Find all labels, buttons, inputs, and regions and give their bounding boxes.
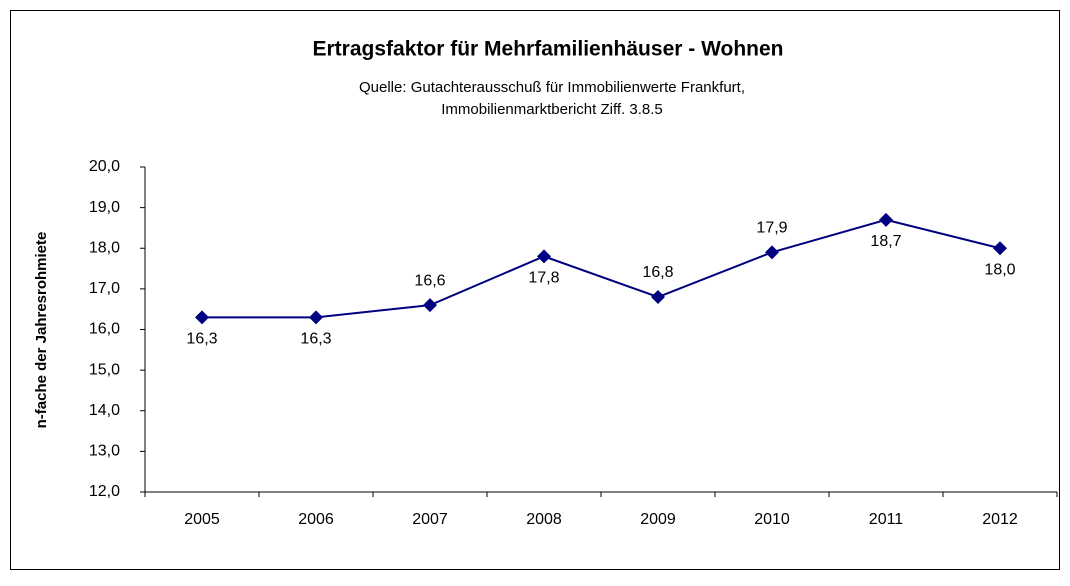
y-tick-label: 18,0: [89, 239, 120, 256]
data-label: 18,0: [984, 261, 1015, 278]
data-point: [879, 212, 893, 227]
x-tick-label: 2012: [982, 511, 1018, 528]
data-label: 18,7: [870, 233, 901, 250]
chart-title: Ertragsfaktor für Mehrfamilienhäuser - W…: [312, 38, 783, 61]
data-label: 16,3: [186, 331, 217, 348]
data-point: [537, 249, 551, 264]
y-tick-label: 19,0: [89, 199, 120, 216]
x-tick-label: 2010: [754, 511, 790, 528]
x-tick-label: 2007: [412, 511, 448, 528]
data-label: 17,9: [756, 220, 787, 237]
data-label: 16,6: [414, 272, 445, 289]
data-point: [423, 298, 437, 313]
x-tick-label: 2005: [184, 511, 220, 528]
x-tick-label: 2011: [869, 511, 904, 528]
x-tick-label: 2006: [298, 511, 334, 528]
y-tick-label: 12,0: [89, 483, 120, 500]
data-label: 17,8: [528, 270, 559, 287]
chart-subtitle: Immobilienmarktbericht Ziff. 3.8.5: [441, 101, 662, 118]
data-label: 16,8: [642, 264, 673, 281]
y-tick-label: 15,0: [89, 361, 120, 378]
y-axis-label: n-fache der Jahresrohmiete: [33, 232, 50, 429]
y-tick-label: 16,0: [89, 321, 120, 338]
data-point: [765, 245, 779, 260]
x-tick-label: 2008: [526, 511, 562, 528]
y-tick-label: 13,0: [89, 443, 120, 460]
data-point: [993, 241, 1007, 256]
chart-subtitle: Quelle: Gutachterausschuß für Immobilien…: [359, 79, 745, 96]
y-tick-label: 20,0: [89, 158, 120, 175]
data-line: [202, 218, 1001, 319]
data-point: [195, 310, 209, 325]
y-tick-label: 14,0: [89, 402, 120, 419]
data-point: [651, 290, 665, 304]
data-point: [309, 310, 323, 325]
x-tick-label: 2009: [640, 511, 676, 528]
chart-frame: [10, 10, 1060, 570]
data-label: 16,3: [300, 331, 331, 348]
y-tick-label: 17,0: [89, 280, 120, 297]
